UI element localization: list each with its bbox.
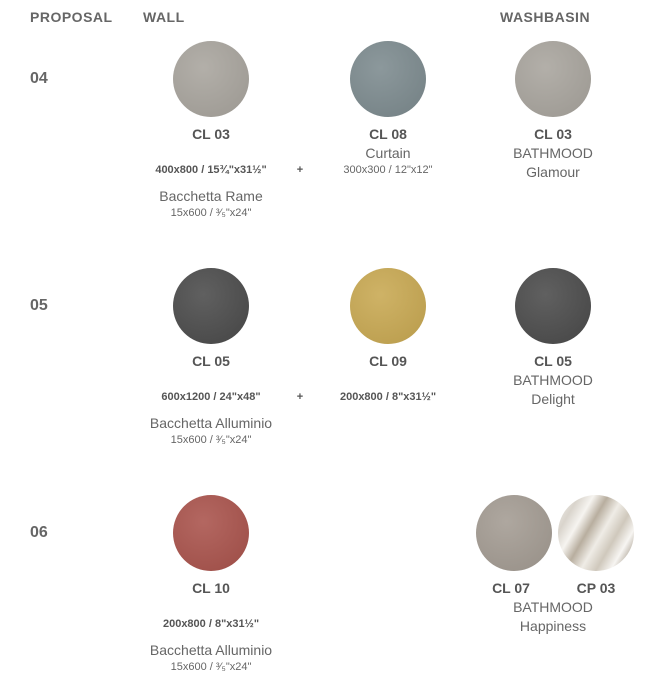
color-code: CL 03 — [192, 126, 230, 142]
row-number: 04 — [30, 70, 48, 87]
color-code: CL 05 — [534, 353, 572, 369]
product-line: BATHMOOD — [513, 145, 593, 161]
color-code: CL 10 — [192, 580, 230, 596]
header-washbasin: WASHBASIN — [500, 9, 591, 25]
swatch — [476, 495, 552, 571]
header-proposal: PROPOSAL — [30, 9, 113, 25]
trim-size: 15x600 / ³⁄₅"x24" — [170, 434, 252, 446]
color-code: CL 05 — [192, 353, 230, 369]
tile-size: 200x800 / 8"x31½" — [162, 618, 260, 630]
color-code: CL 08 — [369, 126, 407, 142]
swatch — [350, 41, 426, 117]
trim-size: 15x600 / ³⁄₅"x24" — [170, 661, 252, 673]
swatch — [173, 495, 249, 571]
color-code: CP 03 — [576, 580, 616, 596]
row-number: 05 — [30, 297, 48, 314]
color-code: CL 09 — [369, 353, 407, 369]
row-number: 06 — [30, 524, 48, 541]
swatch — [173, 268, 249, 344]
finish-name: Happiness — [519, 618, 587, 634]
tile-size: 400x800 / 15¾"x31½" — [155, 164, 267, 176]
color-code: CL 07 — [492, 580, 530, 596]
swatch — [515, 41, 591, 117]
swatch — [515, 268, 591, 344]
finish-name: Glamour — [526, 164, 580, 180]
trim-name: Bacchetta Alluminio — [149, 642, 273, 658]
swatch — [350, 268, 426, 344]
joiner: + — [296, 164, 304, 176]
finish-name: Delight — [531, 391, 575, 407]
product-line: BATHMOOD — [513, 372, 593, 388]
joiner: + — [296, 391, 304, 403]
product-line: BATHMOOD — [513, 599, 593, 615]
trim-name: Bacchetta Alluminio — [149, 415, 273, 431]
tile-size: 600x1200 / 24"x48" — [161, 391, 261, 403]
trim-name: Bacchetta Rame — [159, 188, 263, 204]
tile-size: 300x300 / 12"x12" — [343, 164, 433, 176]
tile-size: 200x800 / 8"x31½" — [339, 391, 437, 403]
tile-name: Curtain — [365, 145, 411, 161]
header-wall: WALL — [143, 9, 185, 25]
trim-size: 15x600 / ³⁄₅"x24" — [170, 207, 252, 219]
swatch — [173, 41, 249, 117]
marble-swatch — [558, 495, 634, 571]
color-code: CL 03 — [534, 126, 572, 142]
